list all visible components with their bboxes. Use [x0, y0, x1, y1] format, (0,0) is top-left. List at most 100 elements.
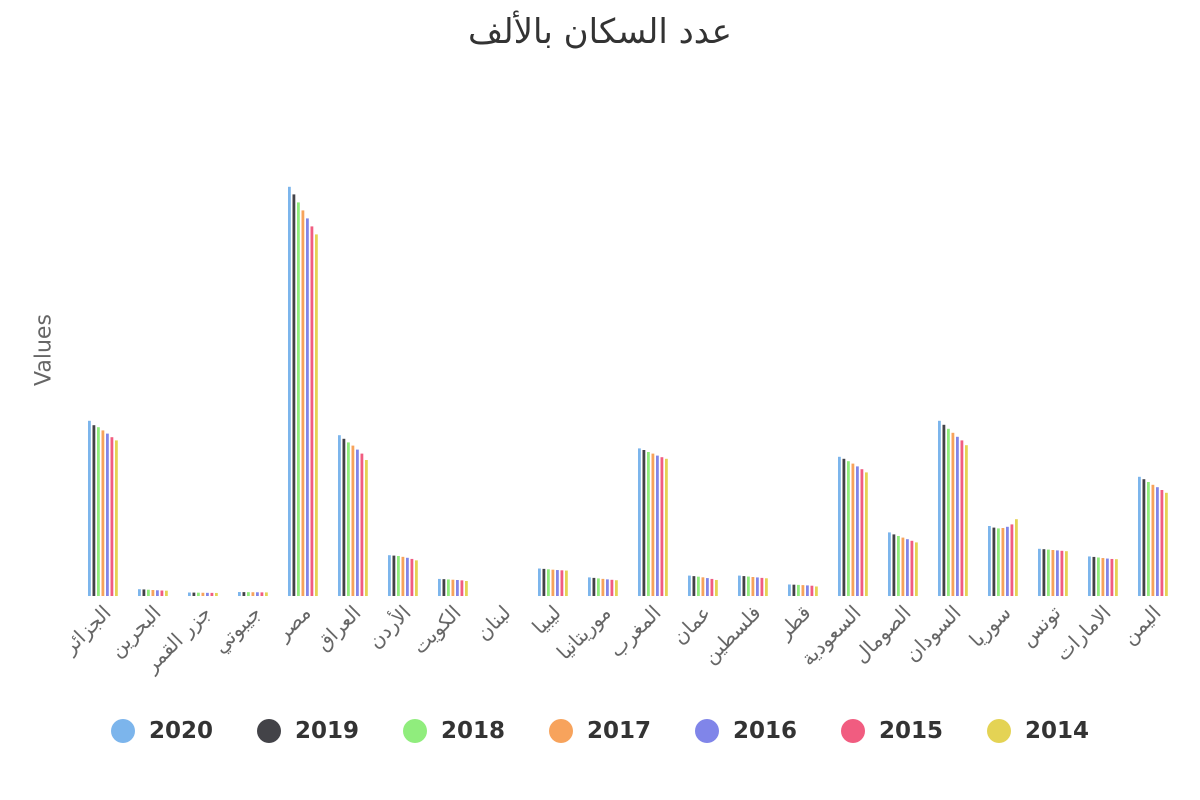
bar-2019-11[interactable]: [642, 450, 646, 596]
bar-2014-16[interactable]: [915, 542, 918, 596]
bar-2020-13[interactable]: [738, 575, 741, 596]
bar-2019-6[interactable]: [392, 555, 396, 596]
bar-2018-10[interactable]: [597, 578, 600, 596]
bar-2016-0[interactable]: [106, 433, 109, 596]
bar-2015-3[interactable]: [260, 592, 264, 596]
bar-2018-21[interactable]: [1147, 482, 1150, 596]
bar-2017-1[interactable]: [151, 590, 155, 596]
legend-item-2017[interactable]: 2017: [548, 718, 651, 744]
bar-2015-1[interactable]: [160, 590, 164, 596]
bar-2018-20[interactable]: [1097, 557, 1100, 596]
bar-2019-10[interactable]: [592, 577, 596, 596]
bar-2015-21[interactable]: [1160, 490, 1164, 596]
bar-2020-0[interactable]: [88, 420, 91, 596]
bar-2017-10[interactable]: [601, 578, 605, 596]
bar-2017-6[interactable]: [401, 556, 405, 596]
bar-2014-14[interactable]: [815, 586, 818, 596]
bar-2020-14[interactable]: [788, 584, 791, 596]
bar-2015-5[interactable]: [360, 453, 364, 596]
bar-2014-10[interactable]: [615, 580, 618, 596]
bar-2014-12[interactable]: [715, 579, 718, 596]
bar-2014-3[interactable]: [265, 592, 268, 596]
bar-2020-15[interactable]: [838, 456, 841, 596]
bar-2020-7[interactable]: [438, 578, 441, 596]
legend-item-2014[interactable]: 2014: [987, 718, 1089, 744]
legend-item-2018[interactable]: 2018: [402, 718, 505, 744]
bar-2016-18[interactable]: [1006, 526, 1009, 596]
bar-2015-0[interactable]: [110, 437, 114, 596]
bar-2016-19[interactable]: [1056, 550, 1059, 596]
bar-2016-9[interactable]: [556, 570, 559, 596]
bar-2014-9[interactable]: [565, 570, 568, 596]
bar-2014-11[interactable]: [665, 458, 668, 596]
bar-2019-20[interactable]: [1092, 556, 1096, 596]
bar-2019-0[interactable]: [92, 425, 96, 596]
bar-2019-7[interactable]: [442, 579, 446, 596]
bar-2015-15[interactable]: [860, 469, 864, 596]
bar-2014-4[interactable]: [315, 234, 318, 596]
bar-2020-6[interactable]: [388, 555, 391, 596]
bar-2017-14[interactable]: [801, 585, 805, 596]
bar-2017-9[interactable]: [551, 569, 555, 596]
bar-2019-14[interactable]: [792, 584, 796, 596]
bar-2017-11[interactable]: [651, 453, 655, 596]
bar-2015-2[interactable]: [210, 592, 214, 596]
bar-2016-7[interactable]: [456, 580, 459, 596]
bar-2015-11[interactable]: [660, 457, 664, 596]
bar-2020-9[interactable]: [538, 568, 541, 596]
bar-2018-19[interactable]: [1047, 549, 1050, 596]
bar-2015-9[interactable]: [560, 570, 564, 596]
bar-2018-2[interactable]: [197, 592, 200, 596]
legend-item-2016[interactable]: 2016: [695, 718, 797, 744]
bar-2018-5[interactable]: [347, 442, 350, 596]
bar-2019-2[interactable]: [192, 592, 196, 596]
bar-2016-21[interactable]: [1156, 487, 1159, 596]
bar-2016-1[interactable]: [156, 590, 159, 596]
bar-2017-18[interactable]: [1001, 528, 1005, 596]
bar-2015-6[interactable]: [410, 558, 414, 596]
bar-2019-19[interactable]: [1042, 549, 1046, 596]
bar-2019-9[interactable]: [542, 568, 546, 596]
bar-2017-20[interactable]: [1101, 558, 1105, 596]
bar-2016-16[interactable]: [906, 539, 909, 596]
bar-2017-0[interactable]: [101, 430, 105, 596]
bar-2020-4[interactable]: [288, 186, 291, 597]
bar-2017-4[interactable]: [301, 210, 305, 596]
bar-2020-19[interactable]: [1038, 548, 1041, 596]
bar-2019-13[interactable]: [742, 576, 746, 596]
legend-item-2019[interactable]: 2019: [256, 718, 359, 744]
bar-2017-17[interactable]: [951, 432, 955, 596]
bar-2014-0[interactable]: [115, 440, 118, 596]
bar-2015-7[interactable]: [460, 580, 464, 596]
bar-2016-15[interactable]: [856, 466, 859, 596]
bar-2019-5[interactable]: [342, 438, 346, 596]
bar-2020-1[interactable]: [138, 589, 141, 596]
bar-2014-17[interactable]: [965, 445, 968, 596]
bar-2014-7[interactable]: [465, 581, 468, 596]
bar-2020-2[interactable]: [188, 592, 191, 596]
bar-2020-17[interactable]: [938, 420, 941, 596]
bar-2017-16[interactable]: [901, 537, 905, 596]
bar-2019-12[interactable]: [692, 576, 696, 596]
bar-2015-13[interactable]: [760, 577, 764, 596]
legend-item-2020[interactable]: 2020: [110, 718, 213, 744]
bar-2018-4[interactable]: [297, 202, 300, 596]
bar-2019-1[interactable]: [142, 589, 146, 596]
bar-2019-16[interactable]: [892, 534, 896, 596]
bar-2015-16[interactable]: [910, 540, 914, 596]
legend-item-2015[interactable]: 2015: [841, 718, 943, 744]
bar-2018-12[interactable]: [697, 576, 700, 596]
bar-2020-12[interactable]: [688, 575, 691, 596]
bar-2019-21[interactable]: [1142, 479, 1146, 596]
bar-2015-10[interactable]: [610, 579, 614, 596]
bar-2020-20[interactable]: [1088, 556, 1091, 596]
bar-2017-19[interactable]: [1051, 550, 1055, 596]
bar-2016-4[interactable]: [306, 218, 309, 596]
bar-2016-10[interactable]: [606, 579, 609, 596]
bar-2014-1[interactable]: [165, 590, 168, 596]
bar-2020-18[interactable]: [988, 526, 991, 596]
bar-2015-4[interactable]: [310, 226, 314, 596]
bar-2014-2[interactable]: [215, 592, 218, 596]
bar-2019-15[interactable]: [842, 458, 846, 596]
bar-2018-1[interactable]: [147, 589, 150, 596]
